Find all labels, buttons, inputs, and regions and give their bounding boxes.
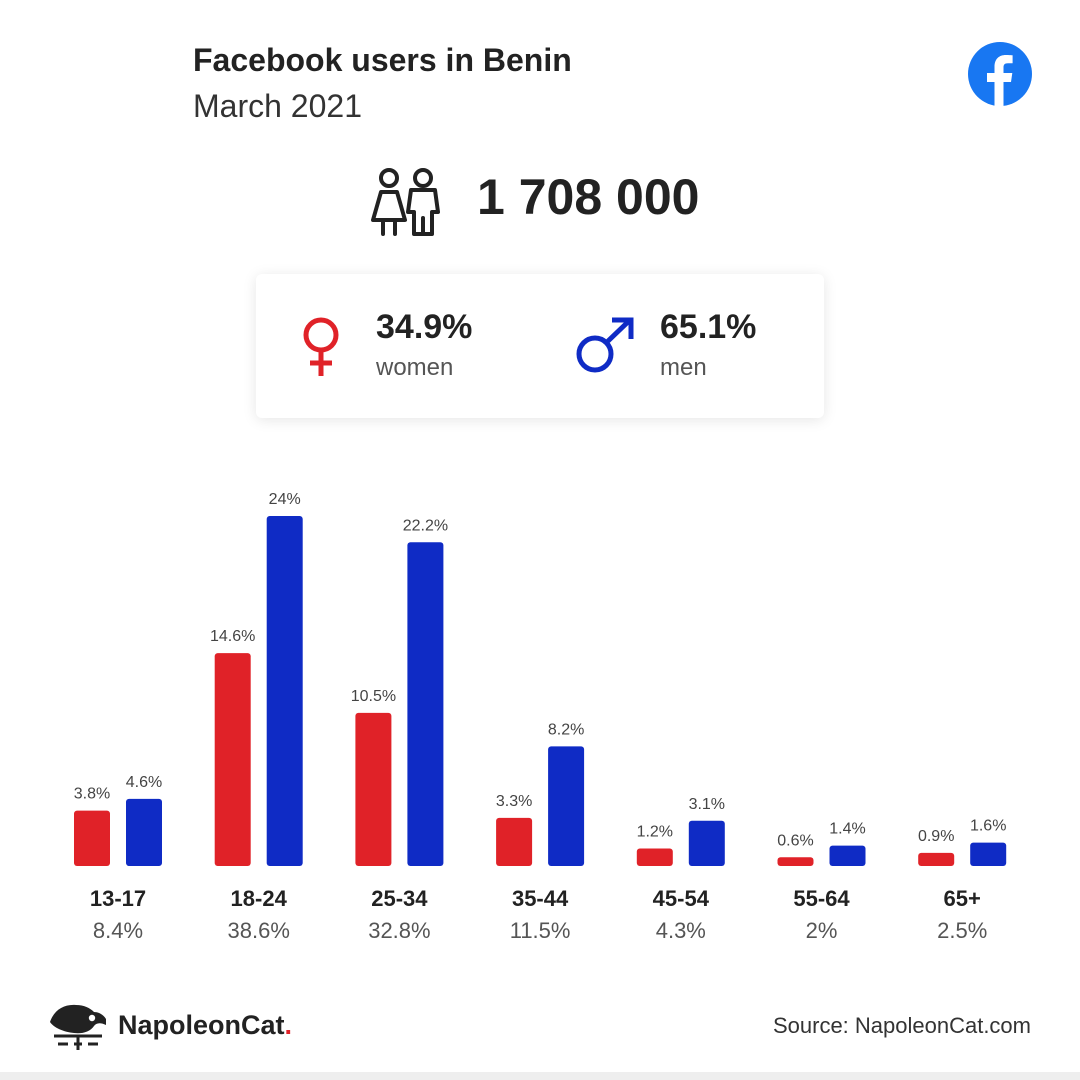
data-label-men-55-64: 1.4% <box>829 821 865 838</box>
bar-men-13-17 <box>126 798 162 866</box>
flag-red-stripe <box>96 86 168 126</box>
bar-women-45-54 <box>636 848 673 866</box>
age-gender-bar-chart: 3.8% 4.6% 13-17 8.4% 14.6% 24% 18-24 38.6% 10.5%… <box>74 491 1007 943</box>
category-label-25-34: 25-34 <box>371 886 428 911</box>
brand-dot: . <box>284 1010 293 1040</box>
data-label-women-55-64: 0.6% <box>777 832 813 849</box>
bar-men-65+ <box>970 842 1007 866</box>
facebook-logo-icon <box>968 42 1032 106</box>
bar-men-55-64 <box>829 845 866 866</box>
data-label-men-13-17: 4.6% <box>126 774 162 791</box>
data-label-men-35-44: 8.2% <box>548 721 584 738</box>
data-label-women-13-17: 3.8% <box>74 786 110 803</box>
category-total-18-24: 38.6% <box>228 918 290 943</box>
bar-women-25-34 <box>355 712 392 866</box>
data-label-men-65+: 1.6% <box>970 818 1006 835</box>
category-total-55-64: 2% <box>806 918 838 943</box>
bar-women-18-24 <box>214 653 251 866</box>
data-label-women-45-54: 1.2% <box>637 824 673 841</box>
bar-women-35-44 <box>496 817 533 866</box>
category-label-65+: 65+ <box>944 886 981 911</box>
bar-men-25-34 <box>407 542 444 866</box>
category-total-65+: 2.5% <box>937 918 987 943</box>
women-percentage: 34.9% <box>376 308 473 346</box>
napoleoncat-logo-icon <box>50 1004 106 1050</box>
bar-men-18-24 <box>266 516 303 866</box>
page-subtitle: March 2021 <box>193 88 362 124</box>
bar-men-45-54 <box>688 820 725 866</box>
category-total-13-17: 8.4% <box>93 918 143 943</box>
benin-flag <box>48 46 168 126</box>
category-total-35-44: 11.5% <box>510 918 571 943</box>
source-note: Source: NapoleonCat.com <box>772 1013 1031 1038</box>
men-percentage: 65.1% <box>660 308 757 346</box>
category-label-45-54: 45-54 <box>653 886 710 911</box>
bar-men-35-44 <box>548 746 585 866</box>
data-label-women-35-44: 3.3% <box>496 793 532 810</box>
category-label-18-24: 18-24 <box>231 886 288 911</box>
male-symbol-icon <box>576 317 634 373</box>
data-label-men-25-34: 22.2% <box>403 517 448 534</box>
brand-name: NapoleonCat <box>118 1010 285 1040</box>
category-label-55-64: 55-64 <box>793 886 850 911</box>
flag-green-stripe <box>48 46 96 126</box>
data-label-women-65+: 0.9% <box>918 828 954 845</box>
data-label-men-45-54: 3.1% <box>689 796 725 813</box>
total-users: 1 708 000 <box>477 169 700 225</box>
page-title: Facebook users in Benin <box>193 42 572 78</box>
women-label: women <box>376 354 454 381</box>
female-symbol-icon <box>303 317 339 376</box>
data-label-men-18-24: 24% <box>269 491 301 508</box>
napoleoncat-brand: NapoleonCat. <box>118 1010 292 1041</box>
bottom-strip <box>0 1072 1080 1080</box>
data-label-women-25-34: 10.5% <box>351 688 396 705</box>
category-label-35-44: 35-44 <box>512 886 569 911</box>
category-label-13-17: 13-17 <box>90 886 146 911</box>
bar-women-65+ <box>918 852 955 866</box>
data-label-women-18-24: 14.6% <box>210 628 255 645</box>
bar-women-55-64 <box>777 857 814 866</box>
category-total-25-34: 32.8% <box>368 918 430 943</box>
category-total-45-54: 4.3% <box>656 918 706 943</box>
men-label: men <box>660 354 707 381</box>
bar-women-13-17 <box>74 810 110 866</box>
people-icon <box>371 168 440 236</box>
flag-yellow-stripe <box>96 46 168 86</box>
gender-summary-card <box>256 274 824 418</box>
